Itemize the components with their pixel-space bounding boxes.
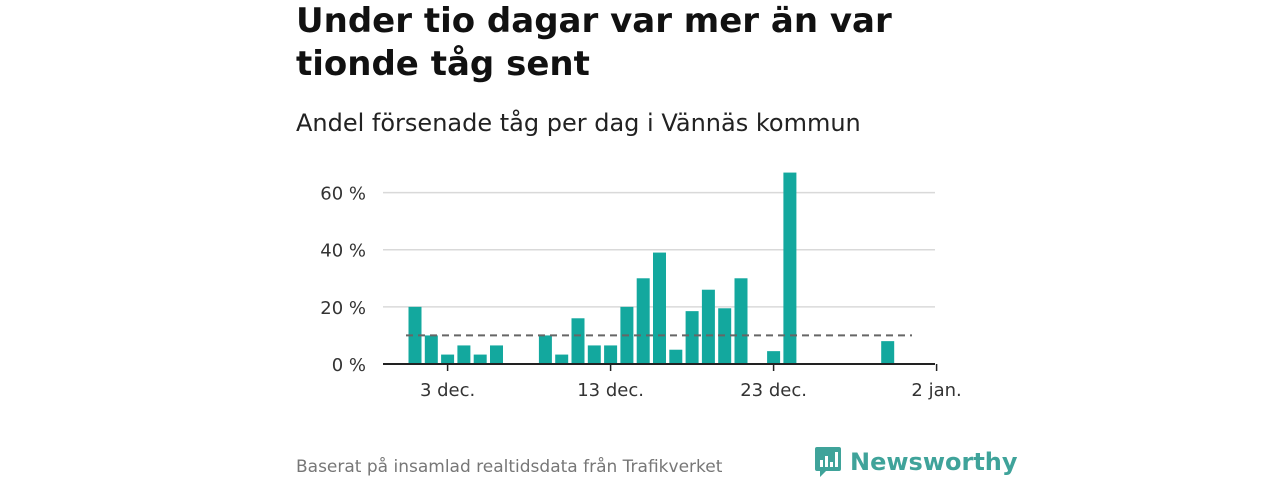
chart-subtitle: Andel försenade tåg per dag i Vännäs kom… [296,109,861,137]
bar [734,278,748,364]
bar [701,289,715,364]
y-tick-label: 0 % [332,355,366,376]
bar [424,335,438,364]
axes: 0 % 20 % 40 % 60 % 3 dec. 13 dec. 23 dec. 2 jan… [320,184,962,401]
bar [538,335,552,364]
bar [408,306,422,364]
y-tick-label: 60 % [320,184,366,205]
x-tick-label: 3 dec. [420,380,475,401]
bar [653,252,666,364]
bar [441,354,455,364]
bar [555,354,569,364]
brand-logo: Newsworthy [814,446,1018,478]
bar [587,345,601,364]
bar [457,345,471,364]
x-tick-label: 2 jan. [911,380,961,401]
bar [783,172,797,364]
bar [473,354,487,364]
x-tick-label: 23 dec. [740,380,807,401]
bar [767,351,781,364]
bar-chart-speech-bubble-icon [815,447,841,477]
bar [669,349,683,364]
bar [604,345,618,364]
bar [881,341,895,364]
bar [636,278,650,364]
bars [408,172,895,364]
bar [685,311,699,364]
source-note: Baserat på insamlad realtidsdata från Tr… [296,457,723,477]
chart-title: Under tio dagar var mer än var tionde tå… [296,1,892,84]
brand-name: Newsworthy [850,448,1018,476]
bar [490,345,503,364]
x-tick-label: 13 dec. [577,380,644,401]
y-tick-label: 20 % [320,298,366,319]
y-tick-label: 40 % [320,241,366,262]
bar [571,318,585,364]
